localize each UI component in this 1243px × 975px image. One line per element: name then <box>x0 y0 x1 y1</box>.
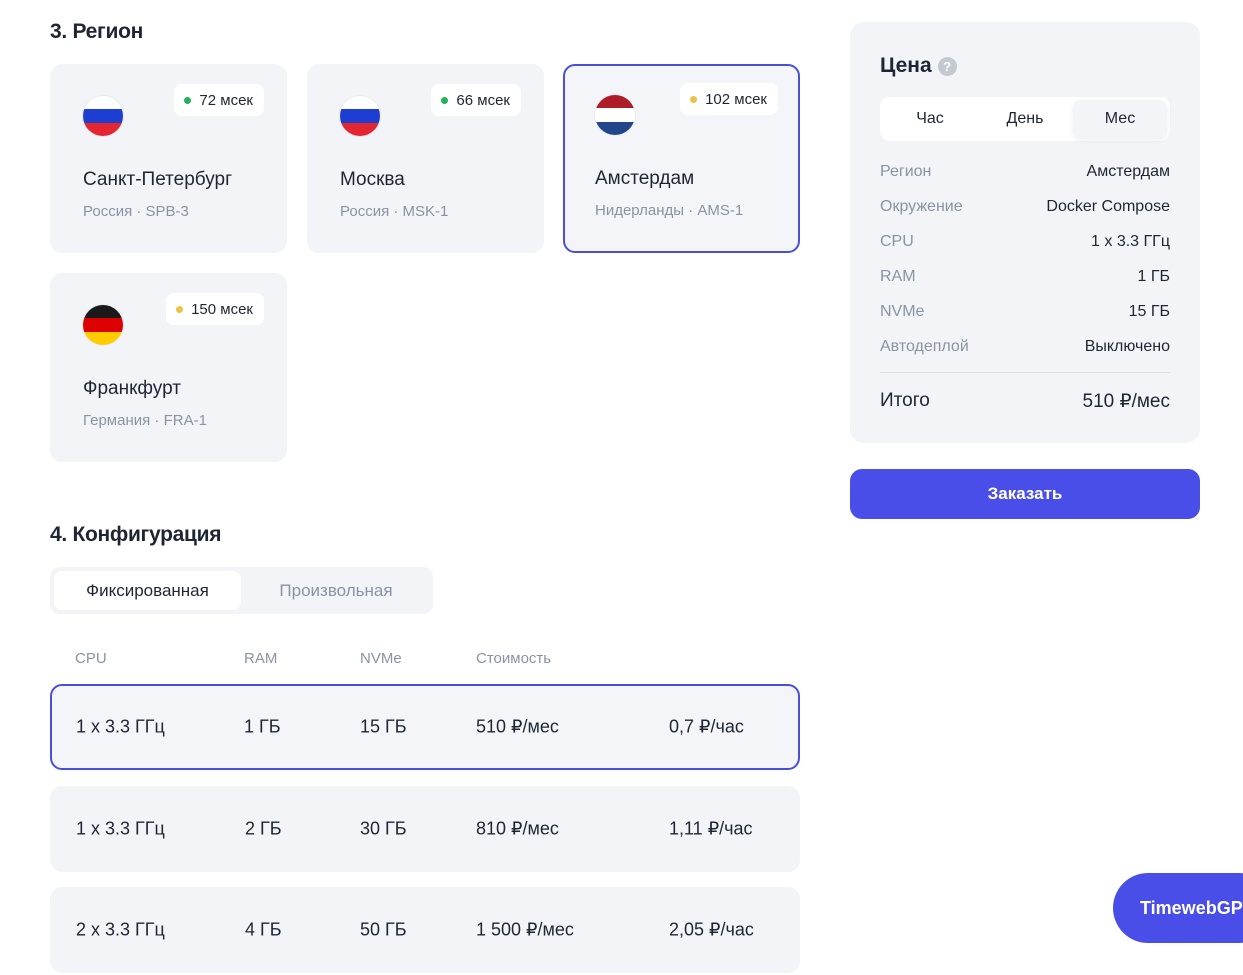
spec-row-environment: Окружение Docker Compose <box>880 198 1170 216</box>
total-row: Итого 510 ₽/мес <box>880 390 1170 413</box>
spec-key: CPU <box>880 233 914 250</box>
spec-row-cpu: CPU 1 x 3.3 ГГц <box>880 233 1170 251</box>
config-row[interactable]: 2 x 3.3 ГГц 4 ГБ 50 ГБ 1 500 ₽/мес 2,05 … <box>50 887 800 973</box>
region-city: Санкт-Петербург <box>83 169 233 190</box>
row-price-month: 510 ₽/мес <box>476 716 559 737</box>
spec-value: Docker Compose <box>1046 198 1170 215</box>
price-summary-panel: Цена ? Час День Мес Регион Амстердам Окр… <box>850 22 1200 443</box>
spec-value: 15 ГБ <box>1128 303 1170 320</box>
ping-status-icon <box>176 305 184 313</box>
config-type-tabs: Фиксированная Произвольная <box>50 567 433 614</box>
region-city: Амстердам <box>595 168 695 189</box>
region-city: Москва <box>340 169 405 190</box>
row-price-month: 810 ₽/мес <box>476 818 559 839</box>
region-card-moscow[interactable]: 66 мсек Москва Россия · MSK-1 <box>307 64 544 253</box>
spec-value: 1 ГБ <box>1137 268 1170 285</box>
ping-value: 72 мсек <box>199 91 253 109</box>
russia-flag-icon <box>340 96 380 136</box>
region-location: Нидерланды · AMS-1 <box>595 202 744 219</box>
row-price-month: 1 500 ₽/мес <box>476 919 574 940</box>
row-cpu: 1 x 3.3 ГГц <box>76 818 165 839</box>
ping-status-icon <box>184 96 192 104</box>
total-label: Итого <box>880 390 930 411</box>
row-price-hour: 2,05 ₽/час <box>669 919 754 940</box>
column-header-cost: Стоимость <box>476 650 552 667</box>
ping-status-icon <box>690 95 698 103</box>
ping-badge: 150 мсек <box>166 293 264 325</box>
region-card-frankfurt[interactable]: 150 мсек Франкфурт Германия · FRA-1 <box>50 273 287 462</box>
timeweb-gpt-button[interactable]: TimewebGPT <box>1113 873 1243 943</box>
row-nvme: 30 ГБ <box>360 818 407 839</box>
spec-row-region: Регион Амстердам <box>880 163 1170 181</box>
spec-key: Окружение <box>880 198 963 215</box>
help-icon[interactable]: ? <box>937 56 957 76</box>
ping-badge: 102 мсек <box>680 83 778 115</box>
row-nvme: 50 ГБ <box>360 919 407 940</box>
russia-flag-icon <box>83 96 123 136</box>
spec-key: RAM <box>880 268 916 285</box>
config-section-title: 4. Конфигурация <box>50 523 222 546</box>
column-header-cpu: CPU <box>75 650 107 667</box>
row-ram: 2 ГБ <box>245 818 282 839</box>
order-button[interactable]: Заказать <box>850 469 1200 519</box>
row-price-hour: 0,7 ₽/час <box>669 716 744 737</box>
spec-row-autodeploy: Автодеплой Выключено <box>880 338 1170 356</box>
ping-badge: 66 мсек <box>431 84 521 116</box>
config-row[interactable]: 1 x 3.3 ГГц 2 ГБ 30 ГБ 810 ₽/мес 1,11 ₽/… <box>50 786 800 872</box>
tab-custom[interactable]: Произвольная <box>279 580 393 600</box>
row-ram: 4 ГБ <box>245 919 282 940</box>
total-value: 510 ₽/мес <box>1082 391 1170 412</box>
spec-row-ram: RAM 1 ГБ <box>880 268 1170 286</box>
config-row[interactable]: 1 x 3.3 ГГц 1 ГБ 15 ГБ 510 ₽/мес 0,7 ₽/ч… <box>50 684 800 770</box>
row-ram: 1 ГБ <box>244 716 281 737</box>
period-day-button[interactable]: День <box>1006 110 1044 127</box>
region-card-spb[interactable]: 72 мсек Санкт-Петербург Россия · SPB-3 <box>50 64 287 253</box>
spec-value: Выключено <box>1084 338 1170 355</box>
ping-value: 66 мсек <box>456 91 510 109</box>
region-location: Россия · MSK-1 <box>340 203 449 220</box>
tab-fixed[interactable]: Фиксированная <box>54 571 241 610</box>
spec-value: Амстердам <box>1086 163 1170 180</box>
region-card-amsterdam[interactable]: 102 мсек Амстердам Нидерланды · AMS-1 <box>563 64 800 253</box>
ping-value: 102 мсек <box>705 90 767 108</box>
period-month-button[interactable]: Мес <box>1073 100 1167 138</box>
row-cpu: 1 x 3.3 ГГц <box>76 716 165 737</box>
ping-value: 150 мсек <box>191 300 253 318</box>
period-hour-button[interactable]: Час <box>916 110 944 127</box>
germany-flag-icon <box>83 305 123 345</box>
price-title-text: Цена <box>880 54 932 77</box>
region-section-title: 3. Регион <box>50 20 143 43</box>
spec-value: 1 x 3.3 ГГц <box>1091 233 1170 250</box>
ping-badge: 72 мсек <box>174 84 264 116</box>
spec-key: Автодеплой <box>880 338 969 355</box>
spec-key: NVMe <box>880 303 925 320</box>
region-location: Германия · FRA-1 <box>83 412 207 429</box>
netherlands-flag-icon <box>595 95 635 135</box>
column-header-ram: RAM <box>244 650 278 667</box>
column-header-nvme: NVMe <box>360 650 402 667</box>
spec-key: Регион <box>880 163 932 180</box>
ping-status-icon <box>441 96 449 104</box>
divider <box>880 372 1170 373</box>
billing-period-switch: Час День Мес <box>880 97 1170 141</box>
row-cpu: 2 x 3.3 ГГц <box>76 919 165 940</box>
row-price-hour: 1,11 ₽/час <box>669 818 753 839</box>
row-nvme: 15 ГБ <box>360 716 407 737</box>
region-city: Франкфурт <box>83 378 181 399</box>
region-location: Россия · SPB-3 <box>83 203 189 220</box>
price-title: Цена ? <box>880 54 957 78</box>
spec-row-nvme: NVMe 15 ГБ <box>880 303 1170 321</box>
